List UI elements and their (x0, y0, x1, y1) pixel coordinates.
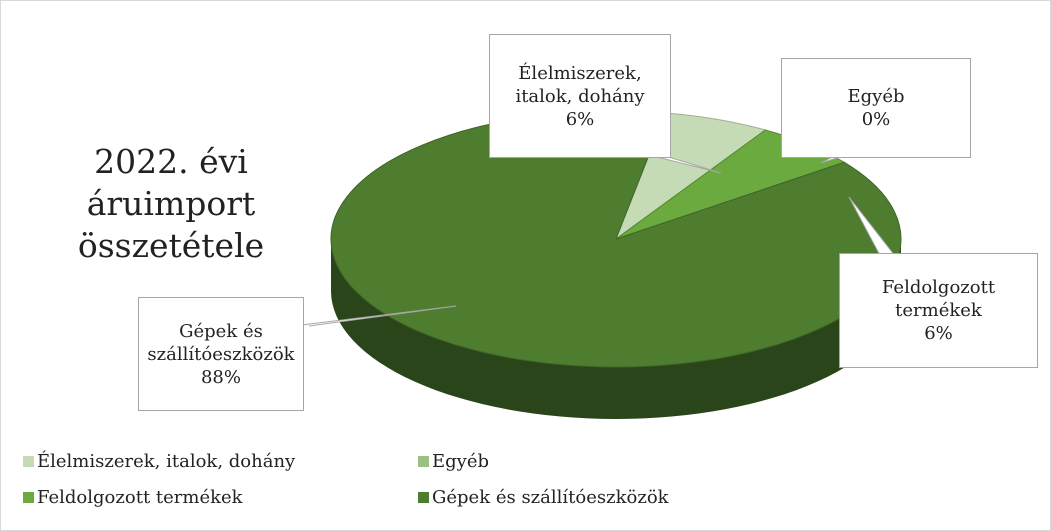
legend-item: Feldolgozott termékek (23, 487, 243, 508)
legend-item: Élelmiszerek, italok, dohány (23, 451, 295, 472)
legend-swatch (418, 492, 429, 503)
legend-label: Egyéb (432, 451, 490, 472)
data-label-value: 88% (200, 366, 241, 388)
callout-pointer (848, 196, 900, 262)
data-label-name: Feldolgozott termékek (881, 277, 996, 321)
data-label: Feldolgozott termékek 6% (839, 253, 1038, 368)
data-label-name: Élelmiszerek, italok, dohány (515, 62, 645, 107)
legend-swatch (418, 456, 429, 467)
data-label: Élelmiszerek, italok, dohány 6% (489, 34, 671, 158)
chart-title: 2022. évi áruimport összetétele (77, 142, 265, 265)
data-label: Gépek és szállítóeszközök 88% (138, 297, 304, 411)
legend-swatch (23, 492, 34, 503)
legend-item: Gépek és szállítóeszközök (418, 487, 669, 508)
legend-label: Gépek és szállítóeszközök (432, 487, 669, 508)
data-label: Egyéb 0% (781, 58, 971, 158)
data-label-name: Egyéb (847, 86, 905, 107)
data-label-name: Gépek és szállítóeszközök (147, 320, 295, 365)
data-label-value: 6% (565, 108, 595, 130)
legend-label: Élelmiszerek, italok, dohány (37, 451, 296, 472)
legend-label: Feldolgozott termékek (37, 487, 243, 508)
callout-pointer (292, 305, 457, 327)
legend-swatch (23, 456, 34, 467)
data-label-value: 0% (861, 109, 891, 130)
slice-side (331, 239, 901, 419)
legend-item: Egyéb (418, 451, 489, 472)
data-label-value: 6% (924, 323, 953, 344)
